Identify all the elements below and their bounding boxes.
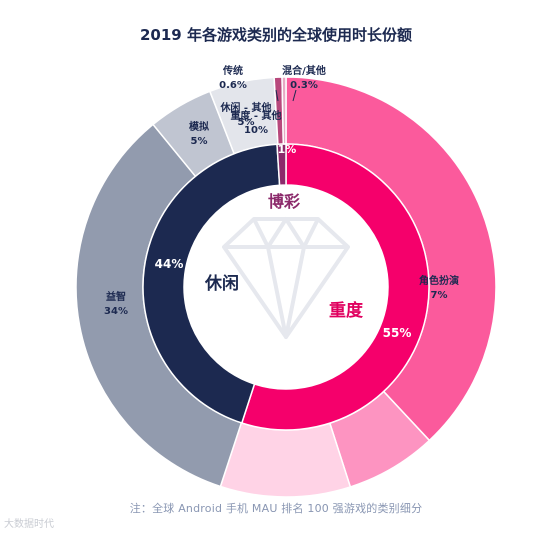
chart-title: 2019 年各游戏类别的全球使用时长份额	[140, 26, 412, 44]
watermark-logo: 大数据时代	[4, 519, 54, 530]
chart-footnote: 注：全球 Android 手机 MAU 排名 100 强游戏的类别细分	[129, 502, 423, 515]
inner-pct-label: 1%	[278, 143, 297, 156]
outer-category-label: 传统	[222, 64, 243, 77]
outer-ring	[75, 76, 497, 498]
outer-pct-label: 10%	[244, 125, 268, 136]
outer-pct-label: 34%	[104, 306, 128, 317]
inner-pct-label: 44%	[155, 257, 184, 271]
inner-pct-label: 55%	[383, 326, 412, 340]
outer-pct-label: 38%	[434, 472, 458, 483]
outer-pct-label: 5%	[238, 117, 255, 128]
inner-category-label: 休闲	[204, 273, 239, 294]
outer-category-label: 模拟	[189, 120, 209, 133]
inner-category-label: 博彩	[268, 192, 300, 211]
diamond-icon	[222, 217, 350, 339]
outer-category-label: 混合/其他	[282, 64, 326, 77]
chart-labels: 重度 55% 休闲 44% 博彩 1% 动作 38% 角色扮演 7% 重度 - 其他 10% 益智 34%…	[104, 64, 459, 483]
outer-category-label: 动作	[436, 456, 456, 469]
outer-slice-2	[219, 421, 352, 498]
outer-category-label: 休闲 - 其他	[219, 101, 271, 114]
inner-ring	[142, 143, 430, 431]
outer-category-label: 益智	[106, 290, 126, 303]
outer-pct-label: 0.3%	[290, 80, 318, 91]
outer-pct-label: 0.6%	[219, 80, 247, 91]
outer-slice-7	[281, 76, 287, 145]
leader-line	[292, 89, 297, 102]
outer-category-label: 重度 - 其他	[230, 109, 281, 122]
leader-line	[275, 89, 279, 102]
outer-category-label: 角色扮演	[419, 274, 459, 287]
outer-pct-label: 7%	[431, 290, 448, 301]
inner-category-label: 重度	[329, 300, 364, 321]
outer-pct-label: 5%	[191, 136, 208, 147]
